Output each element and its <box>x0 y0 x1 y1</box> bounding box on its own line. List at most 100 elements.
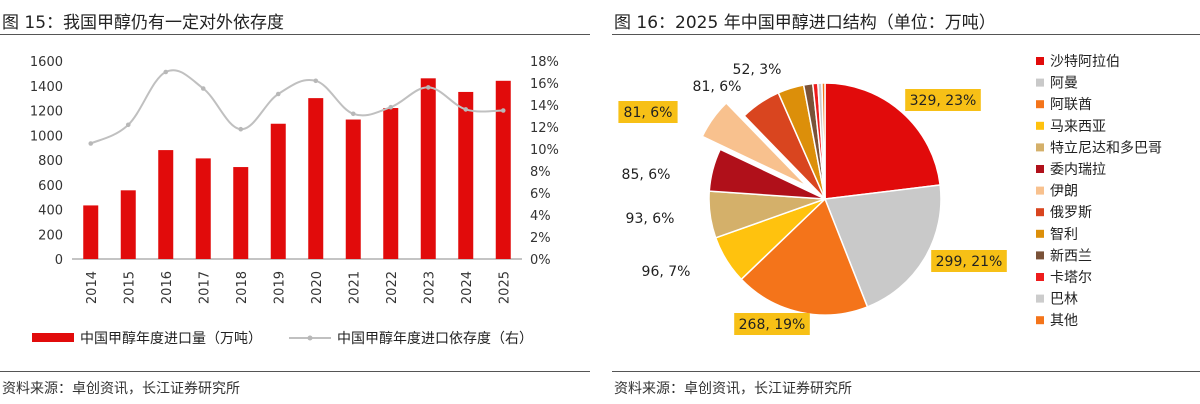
y-right-tick-label: 16% <box>530 77 559 92</box>
pie-data-label: 81, 6% <box>693 79 742 95</box>
chart2-title: 图 16：2025 年中国甲醇进口结构（单位：万吨） <box>614 13 996 33</box>
y-right-tick-label: 12% <box>530 121 559 136</box>
pie-label-box <box>618 101 678 123</box>
bar <box>458 91 474 259</box>
pie-data-label: 329, 23% <box>910 93 977 109</box>
line-point <box>275 91 281 97</box>
y-left-tick-label: 1000 <box>30 129 63 144</box>
y-left-tick-label: 400 <box>38 204 63 219</box>
pie-slice <box>821 82 826 200</box>
dependency-line <box>90 69 504 145</box>
pie-label-box <box>931 250 1007 272</box>
legend-label: 伊朗 <box>1050 184 1078 200</box>
y-right-tick-label: 2% <box>530 231 551 246</box>
line-point <box>88 141 94 146</box>
y-left-tick-label: 200 <box>38 228 63 243</box>
legend-line-marker <box>307 335 313 341</box>
x-tick-label: 2015 <box>122 271 137 304</box>
line-point <box>388 104 394 110</box>
bar <box>345 119 361 259</box>
legend-label: 特立尼达和多巴哥 <box>1050 139 1162 156</box>
legend-swatch <box>1036 100 1044 109</box>
line-point <box>313 78 319 84</box>
legend-swatch <box>1036 78 1044 87</box>
legend-swatch <box>1036 165 1044 173</box>
chart2-top-rule <box>612 34 1200 35</box>
legend-label: 卡塔尔 <box>1050 270 1092 286</box>
y-right-tick-label: 4% <box>530 209 551 224</box>
x-tick-label: 2022 <box>385 271 400 304</box>
pie-slice <box>824 82 941 200</box>
legend-label: 巴林 <box>1050 292 1078 308</box>
legend-label: 其他 <box>1050 313 1078 329</box>
y-left-tick-label: 1200 <box>30 105 63 120</box>
chart1-top-rule <box>0 34 590 35</box>
pie-slice <box>708 148 826 200</box>
bar <box>383 108 399 260</box>
bar <box>233 167 249 259</box>
y-right-tick-label: 18% <box>530 55 559 70</box>
y-left-tick-label: 600 <box>38 179 63 194</box>
legend-bar-label: 中国甲醇年度进口量（万吨） <box>80 330 262 347</box>
x-tick-label: 2021 <box>347 271 362 304</box>
bar <box>270 123 286 260</box>
legend-swatch <box>1036 186 1044 195</box>
legend-bar-swatch <box>32 333 74 342</box>
line-point <box>500 108 506 113</box>
pie-data-label: 81, 6% <box>624 105 673 121</box>
y-right-tick-label: 0% <box>530 253 551 268</box>
legend-swatch <box>1036 143 1044 152</box>
y-left-tick-label: 800 <box>38 154 63 169</box>
y-left-tick-label: 1400 <box>30 80 63 95</box>
legend-swatch <box>1036 229 1044 238</box>
legend-swatch <box>1036 316 1044 325</box>
chart2-source: 资料来源：卓创资讯，长江证券研究所 <box>614 381 852 397</box>
legend-label: 马来西亚 <box>1050 119 1106 135</box>
pie-data-label: 85, 6% <box>622 167 671 183</box>
pie-label-box <box>905 89 981 111</box>
pie-data-label: 96, 7% <box>642 264 691 280</box>
chart1-bottom-rule <box>0 371 590 372</box>
legend-label: 智利 <box>1050 227 1078 243</box>
legend-label: 新西兰 <box>1050 248 1092 264</box>
chart1-source: 资料来源：卓创资讯，长江证券研究所 <box>2 381 240 397</box>
legend-label: 阿曼 <box>1050 76 1078 92</box>
pie-label-box <box>734 313 810 335</box>
legend-line-label: 中国甲醇年度进口依存度（右） <box>337 330 533 347</box>
pie-data-label: 299, 21% <box>936 254 1003 270</box>
x-tick-label: 2024 <box>460 271 475 304</box>
pie-slice <box>701 101 808 187</box>
y-left-tick-label: 1600 <box>30 55 63 70</box>
pie-data-label: 268, 19% <box>739 317 806 333</box>
y-right-tick-label: 6% <box>530 187 551 202</box>
legend-label: 委内瑞拉 <box>1050 162 1106 178</box>
line-point <box>163 69 169 75</box>
y-right-tick-label: 10% <box>530 143 559 158</box>
line-point <box>425 85 431 90</box>
x-tick-label: 2025 <box>497 271 512 304</box>
x-tick-label: 2018 <box>235 271 250 304</box>
chart2-plot: 329, 23% 299, 21% 268, 19% 96, 7% 93, 6% 85, … <box>618 54 1162 335</box>
bar <box>495 80 511 259</box>
x-tick-label: 2014 <box>85 271 100 304</box>
x-tick-label: 2016 <box>160 271 175 304</box>
pie-slice <box>823 184 942 308</box>
x-tick-label: 2020 <box>310 271 325 304</box>
legend-label: 沙特阿拉伯 <box>1050 54 1120 70</box>
legend-swatch <box>1036 294 1044 303</box>
bar <box>195 158 211 259</box>
x-tick-label: 2017 <box>197 271 212 304</box>
legend-swatch <box>1036 57 1044 65</box>
bar <box>308 98 324 259</box>
line-point <box>350 111 356 117</box>
chart1-plot: 0 200 400 600 800 1000 1200 1400 1600 0% 2% 4% 6% 8% 1… <box>30 55 559 347</box>
line-point <box>238 126 244 132</box>
legend-label: 阿联酋 <box>1050 96 1092 113</box>
x-tick-label: 2019 <box>272 271 287 304</box>
line-point <box>125 122 131 128</box>
x-tick-label: 2023 <box>422 271 437 304</box>
legend-swatch <box>1036 121 1044 130</box>
bar <box>420 78 436 259</box>
y-right-tick-label: 14% <box>530 99 559 114</box>
legend-label: 俄罗斯 <box>1050 205 1092 221</box>
